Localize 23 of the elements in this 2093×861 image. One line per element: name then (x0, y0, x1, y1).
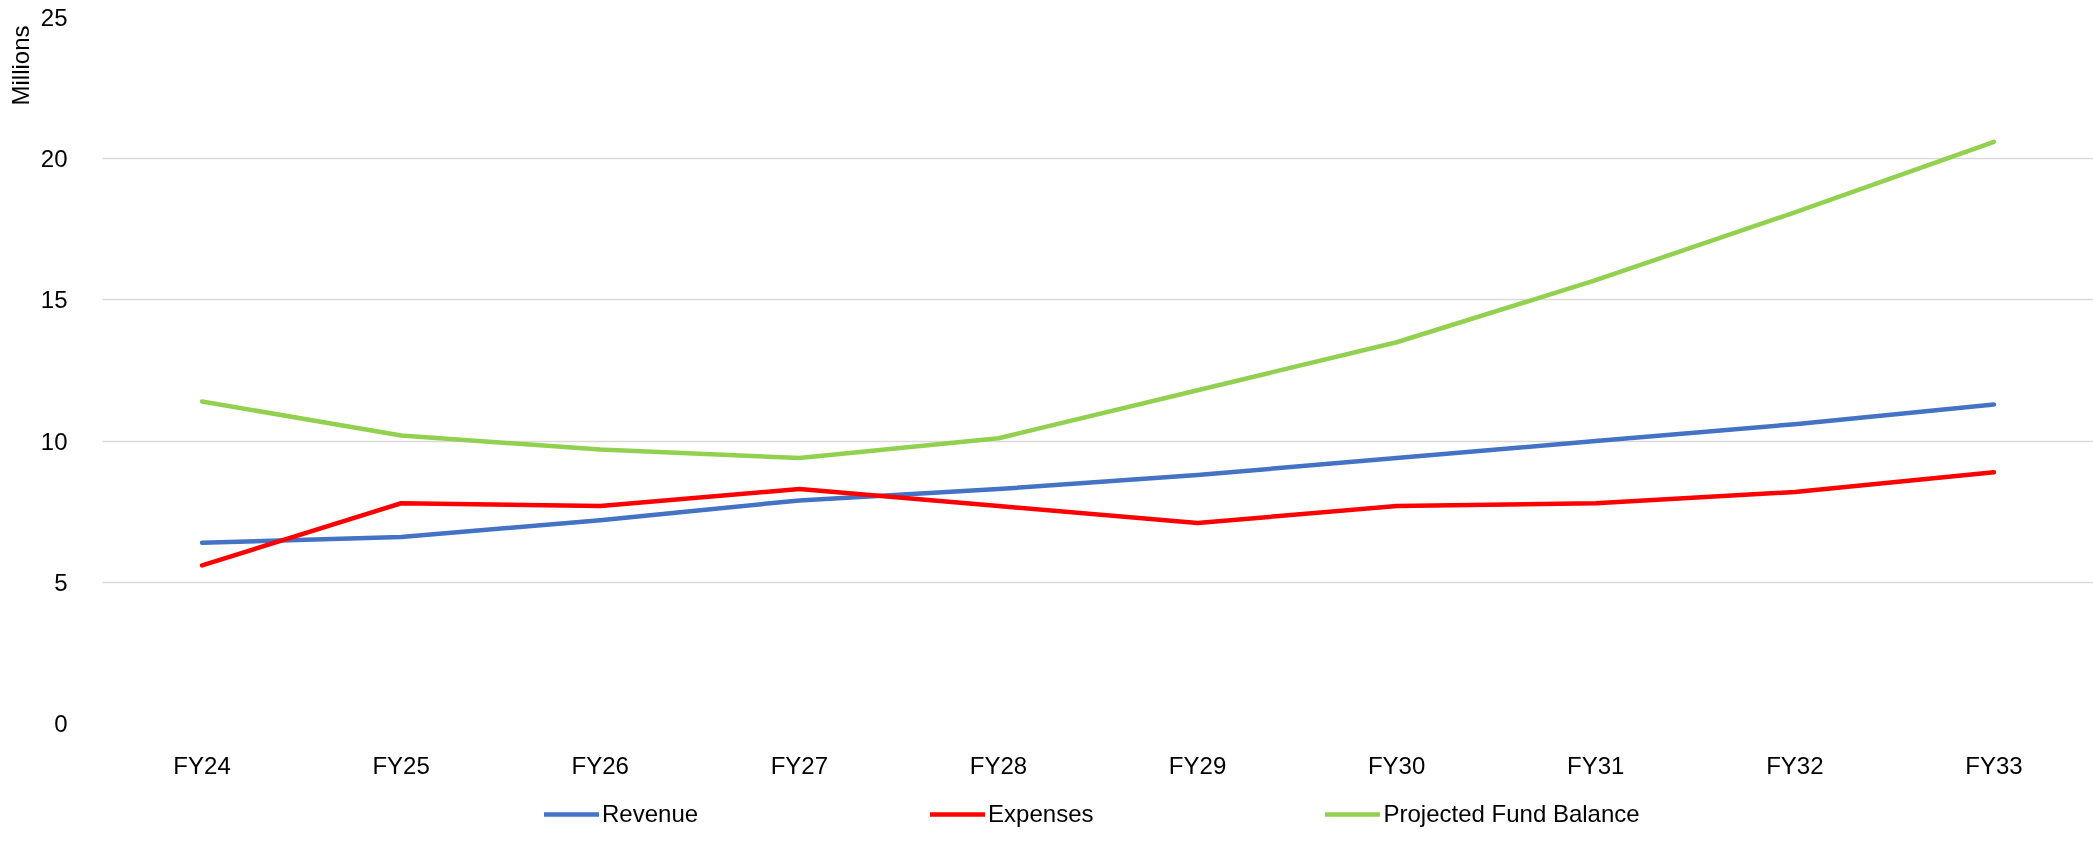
x-tick-label: FY31 (1567, 751, 1625, 779)
line-series (199, 402, 1997, 546)
y-tick-label: 0 (54, 710, 68, 737)
line-series (199, 469, 1997, 568)
line-series (199, 139, 1997, 461)
legend-label: Projected Fund Balance (1383, 800, 1640, 828)
x-tick-label: FY27 (770, 751, 829, 779)
x-tick-label: FY30 (1367, 751, 1426, 779)
x-tick-label: FY25 (372, 751, 430, 779)
x-tick-label: FY24 (173, 751, 231, 779)
legend-label: Revenue (602, 800, 699, 828)
y-tick-label: 20 (40, 145, 68, 173)
y-tick-label: 15 (40, 286, 68, 314)
y-tick-label: 5 (54, 568, 68, 596)
y-tick-label: 25 (40, 4, 68, 31)
y-axis-title: Millions (6, 25, 34, 106)
x-tick-label: FY33 (1965, 751, 2023, 779)
x-tick-label: FY29 (1168, 751, 1227, 779)
y-tick-label: 10 (40, 427, 68, 455)
legend-label: Expenses (988, 800, 1094, 828)
x-tick-label: FY32 (1766, 751, 1824, 779)
x-tick-label: FY28 (969, 751, 1028, 779)
x-tick-label: FY26 (571, 751, 629, 779)
